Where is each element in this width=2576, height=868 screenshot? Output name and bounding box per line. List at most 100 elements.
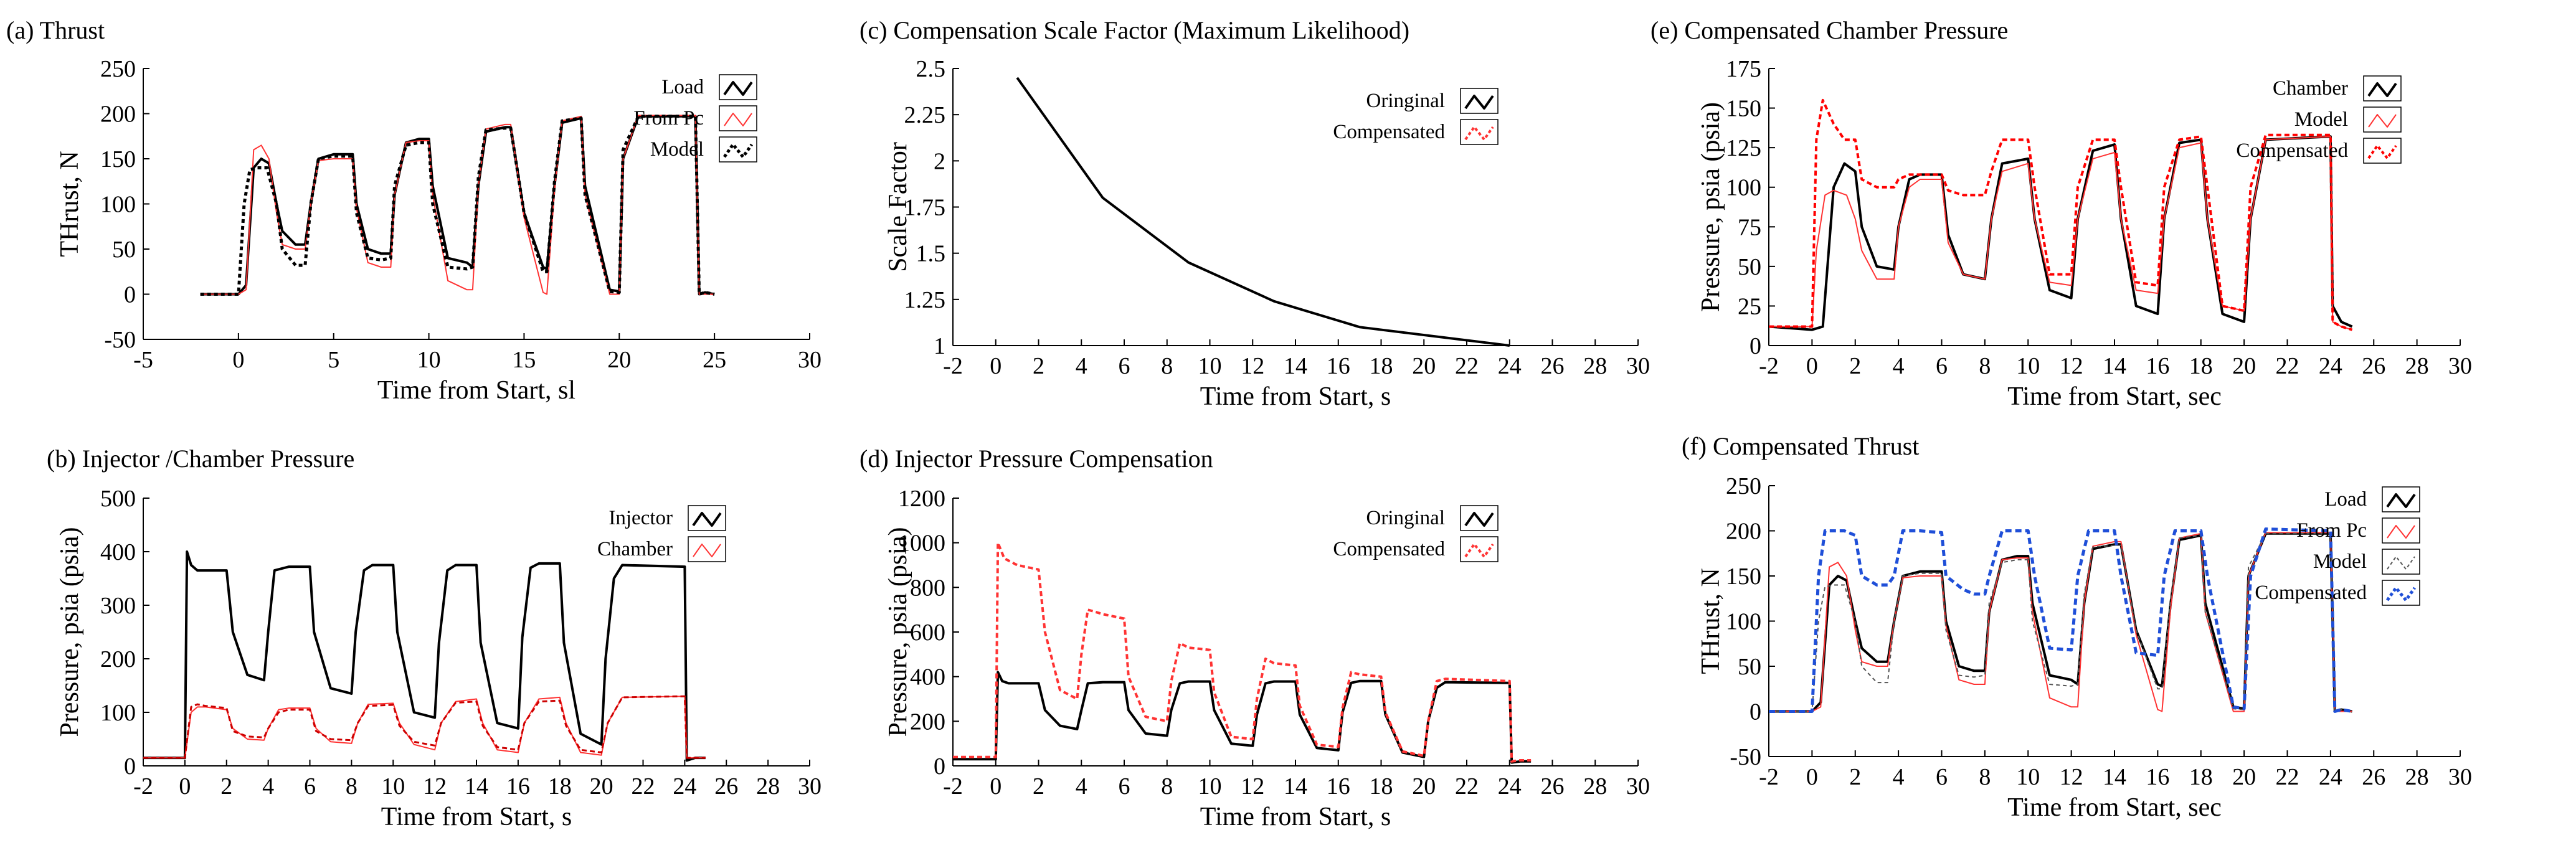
x-tick-label: 4 xyxy=(1076,773,1087,800)
y-tick-label: 1 xyxy=(934,333,945,359)
x-axis-label: Time from Start, sl xyxy=(377,376,575,405)
legend-swatch-box xyxy=(2363,106,2402,133)
x-tick-label: 18 xyxy=(2189,353,2213,379)
series-line-chamber xyxy=(1768,135,2353,331)
chart-panel-f: (f) Compensated Thrust-2 0 2 4 6 8 10 12 14 16 18 2… xyxy=(1682,432,2472,822)
y-tick-label: 150 xyxy=(1726,96,1761,122)
legend: Oringinal Compensated xyxy=(1333,505,1499,562)
x-tick-label: 30 xyxy=(1626,353,1650,379)
x-tick-label: 22 xyxy=(2276,764,2299,790)
x-tick-label: 16 xyxy=(2146,764,2169,790)
legend-label: Model xyxy=(650,138,704,161)
x-tick-label: 2 xyxy=(1033,353,1044,379)
x-tick-label: 20 xyxy=(2232,764,2256,790)
series-line-compensated xyxy=(953,541,1532,763)
series-line-from-pc xyxy=(1769,532,2352,712)
y-tick-label: 2.5 xyxy=(916,56,946,82)
x-tick-label: 0 xyxy=(1806,353,1818,379)
y-axis-label: Scale Factor xyxy=(884,142,912,272)
series-line-oringinal xyxy=(953,671,1532,764)
x-tick-label: 12 xyxy=(2060,764,2083,790)
chart-panel-d: (d) Injector Pressure Compensation-2 0 2 4 6… xyxy=(859,445,1650,831)
x-tick-label: 12 xyxy=(1241,353,1264,379)
series-line-chamber-dashed- xyxy=(143,695,706,759)
y-tick-label: 50 xyxy=(1738,254,1761,280)
y-tick-label: 1.25 xyxy=(904,287,946,313)
y-tick-label: 200 xyxy=(100,646,136,672)
x-tick-label: 28 xyxy=(2405,764,2429,790)
x-tick-label: 18 xyxy=(548,773,572,800)
series-line-chamber xyxy=(143,696,706,759)
x-tick-label: 14 xyxy=(465,773,488,800)
x-tick-label: 20 xyxy=(1412,353,1436,379)
y-tick-label: 200 xyxy=(910,709,945,735)
x-tick-label: 4 xyxy=(1893,353,1905,379)
legend-swatch-line xyxy=(692,512,722,527)
x-tick-label: 18 xyxy=(1370,773,1393,800)
x-tick-label: 20 xyxy=(2232,353,2256,379)
x-tick-label: 10 xyxy=(1198,353,1222,379)
x-tick-label: 2 xyxy=(1849,764,1861,790)
series-line-model xyxy=(200,115,715,296)
x-tick-label: 18 xyxy=(1370,353,1393,379)
x-tick-label: 12 xyxy=(2060,353,2083,379)
y-axis-label: Pressure, psia (psia) xyxy=(1697,102,1725,312)
x-tick-label: 30 xyxy=(798,773,822,800)
y-axis-label: THrust, N xyxy=(1697,568,1725,674)
x-tick-label: 22 xyxy=(1455,773,1479,800)
legend-swatch-line xyxy=(2387,556,2415,570)
x-tick-label: 0 xyxy=(990,353,1002,379)
y-tick-label: -50 xyxy=(104,327,136,353)
legend-swatch-line xyxy=(2387,525,2415,539)
y-tick-label: 25 xyxy=(1738,293,1761,319)
x-tick-label: 18 xyxy=(2189,764,2213,790)
x-tick-label: 6 xyxy=(304,773,316,800)
x-tick-label: 20 xyxy=(1412,773,1436,800)
x-tick-label: -2 xyxy=(1759,353,1779,379)
y-axis-label: THrust, N xyxy=(55,151,84,257)
y-tick-label: 250 xyxy=(100,56,136,82)
legend-label: Injector xyxy=(608,507,673,529)
x-tick-label: 30 xyxy=(2448,353,2472,379)
x-tick-label: -2 xyxy=(1759,764,1779,790)
x-tick-label: 12 xyxy=(1241,773,1264,800)
x-tick-label: 24 xyxy=(1498,773,1522,800)
y-tick-label: 100 xyxy=(100,192,136,218)
legend-label: Oringinal xyxy=(1366,507,1445,529)
y-axis-label: Pressure, psia (psia) xyxy=(884,527,912,737)
x-tick-label: 10 xyxy=(1198,773,1222,800)
x-tick-label: 22 xyxy=(2276,353,2299,379)
x-tick-label: 8 xyxy=(1979,353,1991,379)
legend-label: Load xyxy=(661,76,704,98)
x-tick-label: 28 xyxy=(756,773,780,800)
legend-swatch-line xyxy=(1464,543,1494,558)
x-tick-label: 6 xyxy=(1119,773,1130,800)
legend-swatch-line xyxy=(693,544,721,557)
legend-swatch-line xyxy=(724,113,752,126)
x-tick-label: -2 xyxy=(943,773,963,800)
y-tick-label: 150 xyxy=(1726,564,1761,590)
x-tick-label: 12 xyxy=(423,773,447,800)
y-tick-label: -50 xyxy=(1730,744,1761,770)
chart-title: (b) Injector /Chamber Pressure xyxy=(47,445,354,473)
x-tick-label: 6 xyxy=(1119,353,1130,379)
legend: Injector Chamber xyxy=(597,505,726,562)
legend-label: Chamber xyxy=(597,538,673,560)
y-tick-label: 800 xyxy=(910,575,945,601)
legend-swatch-box xyxy=(2382,517,2420,544)
legend: Load From Pc Model xyxy=(633,74,757,163)
x-tick-label: 30 xyxy=(798,347,822,373)
y-tick-label: 200 xyxy=(1726,519,1761,545)
x-tick-label: 26 xyxy=(1541,773,1565,800)
legend-swatch-box xyxy=(688,536,726,562)
x-tick-label: 8 xyxy=(1161,353,1173,379)
x-tick-label: 5 xyxy=(328,347,339,373)
x-tick-label: 22 xyxy=(632,773,655,800)
x-tick-label: 26 xyxy=(714,773,738,800)
y-tick-label: 1000 xyxy=(898,531,945,557)
x-axis-label: Time from Start, s xyxy=(381,803,572,831)
x-tick-label: 4 xyxy=(1893,764,1905,790)
x-tick-label: 24 xyxy=(2319,764,2342,790)
y-tick-label: 100 xyxy=(1726,175,1761,201)
